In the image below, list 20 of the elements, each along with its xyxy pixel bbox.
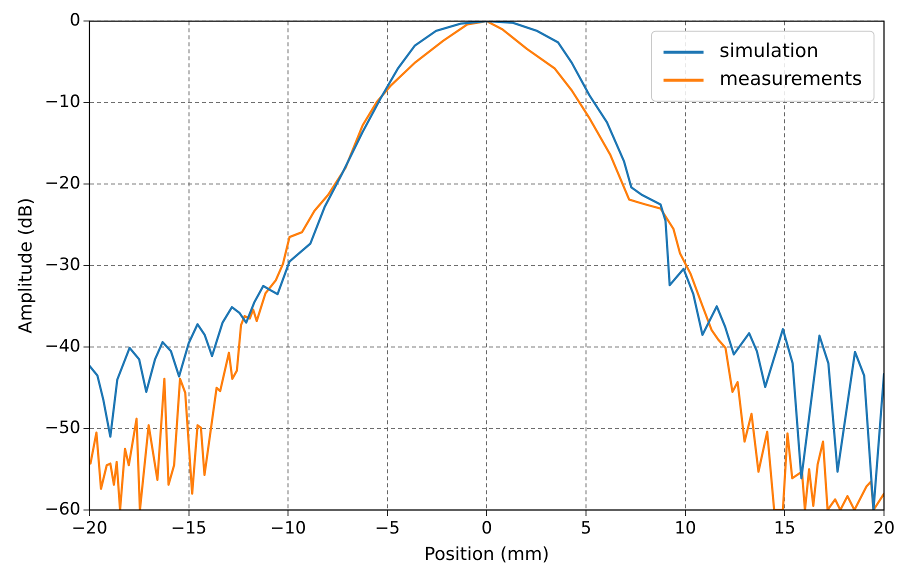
x-tick-label: −20 [72, 518, 108, 539]
x-tick-label: −5 [374, 518, 400, 539]
x-tick-label: 20 [873, 518, 895, 539]
x-tick-label: 10 [674, 518, 696, 539]
legend-label: simulation [720, 40, 819, 62]
y-axis-title: Amplitude (dB) [15, 198, 36, 334]
y-tick-label: 0 [70, 10, 80, 31]
y-tick-label: −60 [44, 499, 80, 520]
y-tick-label: −40 [44, 336, 80, 356]
x-tick-label: −15 [170, 518, 207, 539]
y-tick-label: −30 [44, 255, 80, 276]
x-axis-title: Position (mm) [424, 544, 550, 565]
y-tick-label: −20 [44, 174, 80, 194]
x-tick-label: 5 [580, 518, 592, 539]
x-tick-label: −10 [270, 518, 306, 539]
y-tick-label: −50 [44, 418, 80, 438]
y-tick-label: −10 [44, 92, 80, 112]
x-tick-label: 0 [481, 518, 492, 539]
x-tick-label: 15 [774, 518, 796, 539]
legend-label: measurements [720, 68, 862, 90]
